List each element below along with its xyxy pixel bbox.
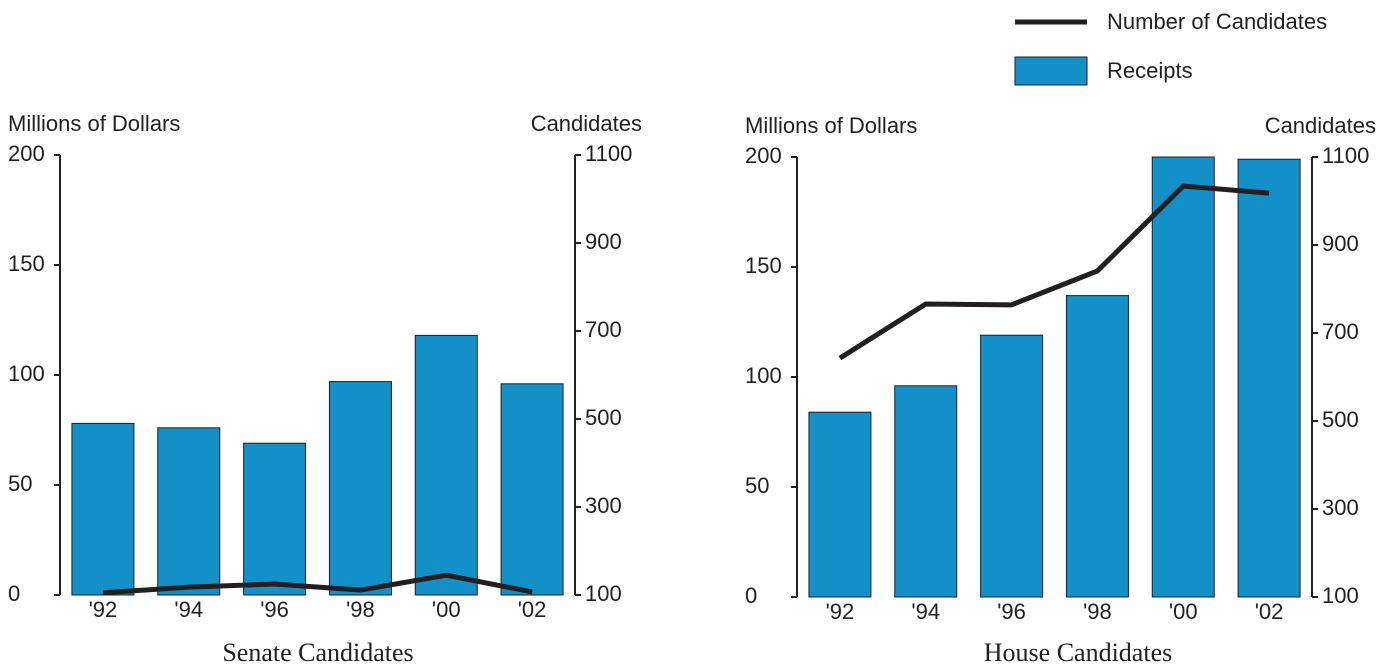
bar	[1151, 156, 1215, 598]
bar	[1237, 158, 1301, 598]
x-tick-label: '98	[1083, 599, 1112, 624]
bar	[71, 422, 135, 596]
y2-tick-label: 500	[1322, 407, 1359, 432]
bar	[243, 442, 307, 596]
y2-tick-label: 900	[1322, 231, 1359, 256]
y-axis-label: Millions of Dollars	[8, 111, 180, 136]
bar	[414, 334, 478, 596]
chart-title: Senate Candidates	[222, 638, 413, 667]
x-tick-label: '00	[1169, 599, 1198, 624]
line	[838, 183, 1270, 361]
y-tick-label: 150	[8, 251, 45, 276]
y-tick-label: 50	[745, 473, 769, 498]
y-tick-label: 150	[745, 253, 782, 278]
y2-tick-label: 300	[585, 493, 622, 518]
legend-swatch	[1014, 56, 1088, 86]
x-tick-label: '92	[89, 597, 118, 622]
x-tick-label: '92	[826, 599, 855, 624]
y2-tick-label: 300	[1322, 495, 1359, 520]
y-tick-label: 0	[8, 581, 20, 606]
chart-title: House Candidates	[984, 638, 1172, 667]
y2-tick-label: 700	[585, 317, 622, 342]
legend-label: Number of Candidates	[1107, 9, 1327, 34]
legend-label: Receipts	[1107, 58, 1193, 83]
bar	[328, 381, 392, 596]
y2-tick-label: 100	[585, 581, 622, 606]
y-axis-label: Millions of Dollars	[745, 113, 917, 138]
x-tick-label: '02	[1255, 599, 1284, 624]
y-tick-label: 0	[745, 583, 757, 608]
x-tick-label: '94	[174, 597, 203, 622]
y-tick-label: 100	[745, 363, 782, 388]
bar	[980, 334, 1044, 598]
y2-axis-label: Candidates	[531, 111, 642, 136]
y-tick-label: 200	[745, 143, 782, 168]
x-tick-label: '98	[346, 597, 375, 622]
bar	[808, 411, 872, 598]
x-tick-label: '96	[997, 599, 1026, 624]
y-tick-label: 100	[8, 361, 45, 386]
y2-axis-label: Candidates	[1265, 113, 1376, 138]
y2-tick-label: 1100	[1322, 143, 1369, 168]
y-tick-label: 50	[8, 471, 32, 496]
bar	[1065, 295, 1129, 598]
y2-tick-label: 700	[1322, 319, 1359, 344]
line	[102, 572, 533, 596]
bar	[500, 383, 564, 596]
bar	[157, 427, 221, 596]
x-tick-label: '00	[432, 597, 461, 622]
y2-tick-label: 500	[585, 405, 622, 430]
x-tick-label: '96	[260, 597, 289, 622]
y2-tick-label: 1100	[585, 141, 632, 166]
bar	[894, 385, 958, 598]
x-tick-label: '02	[518, 597, 547, 622]
y2-tick-label: 100	[1322, 583, 1359, 608]
y2-tick-label: 900	[585, 229, 622, 254]
y-tick-label: 200	[8, 141, 45, 166]
x-tick-label: '94	[911, 599, 940, 624]
